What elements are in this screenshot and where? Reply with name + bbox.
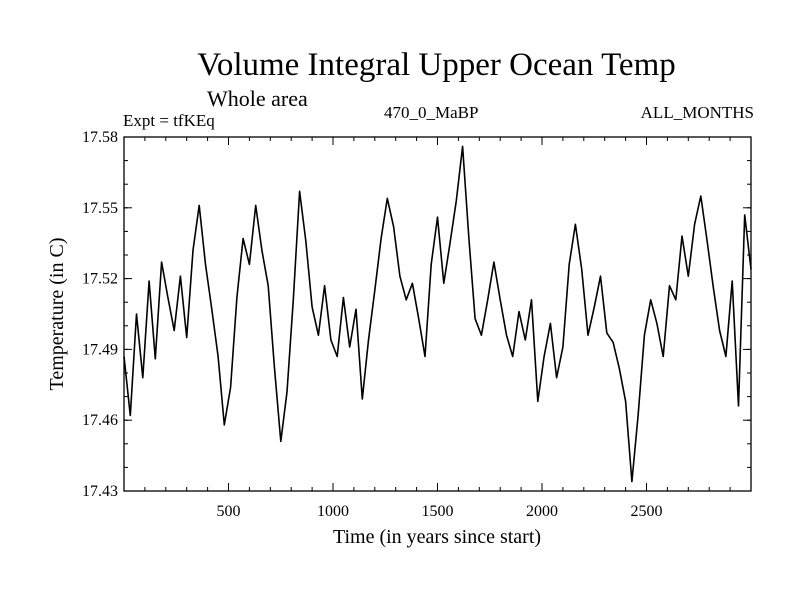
tick-marks xyxy=(124,136,751,492)
y-tick-label: 17.58 xyxy=(82,129,118,146)
x-tick-label: 2000 xyxy=(526,503,558,520)
x-tick-label: 1000 xyxy=(317,503,349,520)
x-axis-title: Time (in years since start) xyxy=(333,526,541,548)
chart-subtitle: Whole area xyxy=(207,86,308,111)
x-tick-label: 500 xyxy=(217,503,241,520)
y-tick-label: 17.43 xyxy=(82,483,118,500)
months-label: ALL_MONTHS xyxy=(640,103,754,122)
chart-title: Volume Integral Upper Ocean Temp xyxy=(197,47,676,83)
x-tick-labels: 500 1000 1500 2000 2500 xyxy=(217,503,663,520)
series-line xyxy=(123,145,752,483)
y-tick-label: 17.46 xyxy=(82,412,118,429)
y-tick-label: 17.52 xyxy=(82,271,118,288)
y-tick-labels: 17.43 17.46 17.49 17.52 17.55 17.58 xyxy=(82,129,118,500)
y-axis-title: Temperature (in C) xyxy=(46,238,68,391)
period-label: 470_0_MaBP xyxy=(384,103,479,122)
experiment-label: Expt = tfKEq xyxy=(123,111,215,130)
y-tick-label: 17.55 xyxy=(82,200,118,217)
y-tick-label: 17.49 xyxy=(82,341,118,358)
x-tick-label: 2500 xyxy=(631,503,663,520)
x-tick-label: 1500 xyxy=(422,503,454,520)
plot-frame xyxy=(123,136,752,492)
